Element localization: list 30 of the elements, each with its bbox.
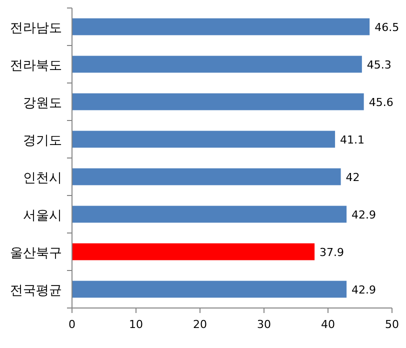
y-tick-label: 전라남도 bbox=[10, 20, 62, 36]
x-tick-label: 10 bbox=[129, 318, 143, 331]
y-tick-label: 강원도 bbox=[23, 96, 62, 111]
y-tick-label: 전국평균 bbox=[10, 283, 62, 298]
data-label: 45.3 bbox=[366, 58, 392, 72]
y-tick-label: 경기도 bbox=[23, 133, 62, 148]
data-label: 46.5 bbox=[374, 20, 400, 34]
bar bbox=[72, 130, 336, 148]
y-tick-label: 서울시 bbox=[23, 208, 62, 224]
bar bbox=[72, 56, 362, 73]
data-label: 42 bbox=[346, 170, 360, 184]
data-label: 37.9 bbox=[320, 246, 344, 259]
x-tick-label: 20 bbox=[193, 318, 207, 331]
data-label: 42.9 bbox=[352, 283, 376, 296]
data-label: 45.6 bbox=[368, 96, 394, 109]
data-label: 41.1 bbox=[340, 133, 365, 146]
y-tick-label: 울산북구 bbox=[10, 246, 62, 261]
x-tick-label: 30 bbox=[257, 318, 271, 331]
bar bbox=[72, 280, 347, 298]
bar bbox=[72, 168, 341, 186]
x-tick-label: 40 bbox=[321, 318, 335, 331]
y-tick-label: 인천시 bbox=[23, 170, 62, 186]
bar bbox=[72, 18, 370, 36]
x-tick-label: 0 bbox=[68, 318, 76, 331]
data-label: 42.9 bbox=[352, 208, 376, 222]
bar bbox=[72, 93, 364, 110]
bar bbox=[72, 243, 315, 260]
bar bbox=[72, 206, 347, 223]
x-tick-label: 50 bbox=[385, 318, 399, 331]
y-tick-label: 전라북도 bbox=[10, 58, 62, 74]
